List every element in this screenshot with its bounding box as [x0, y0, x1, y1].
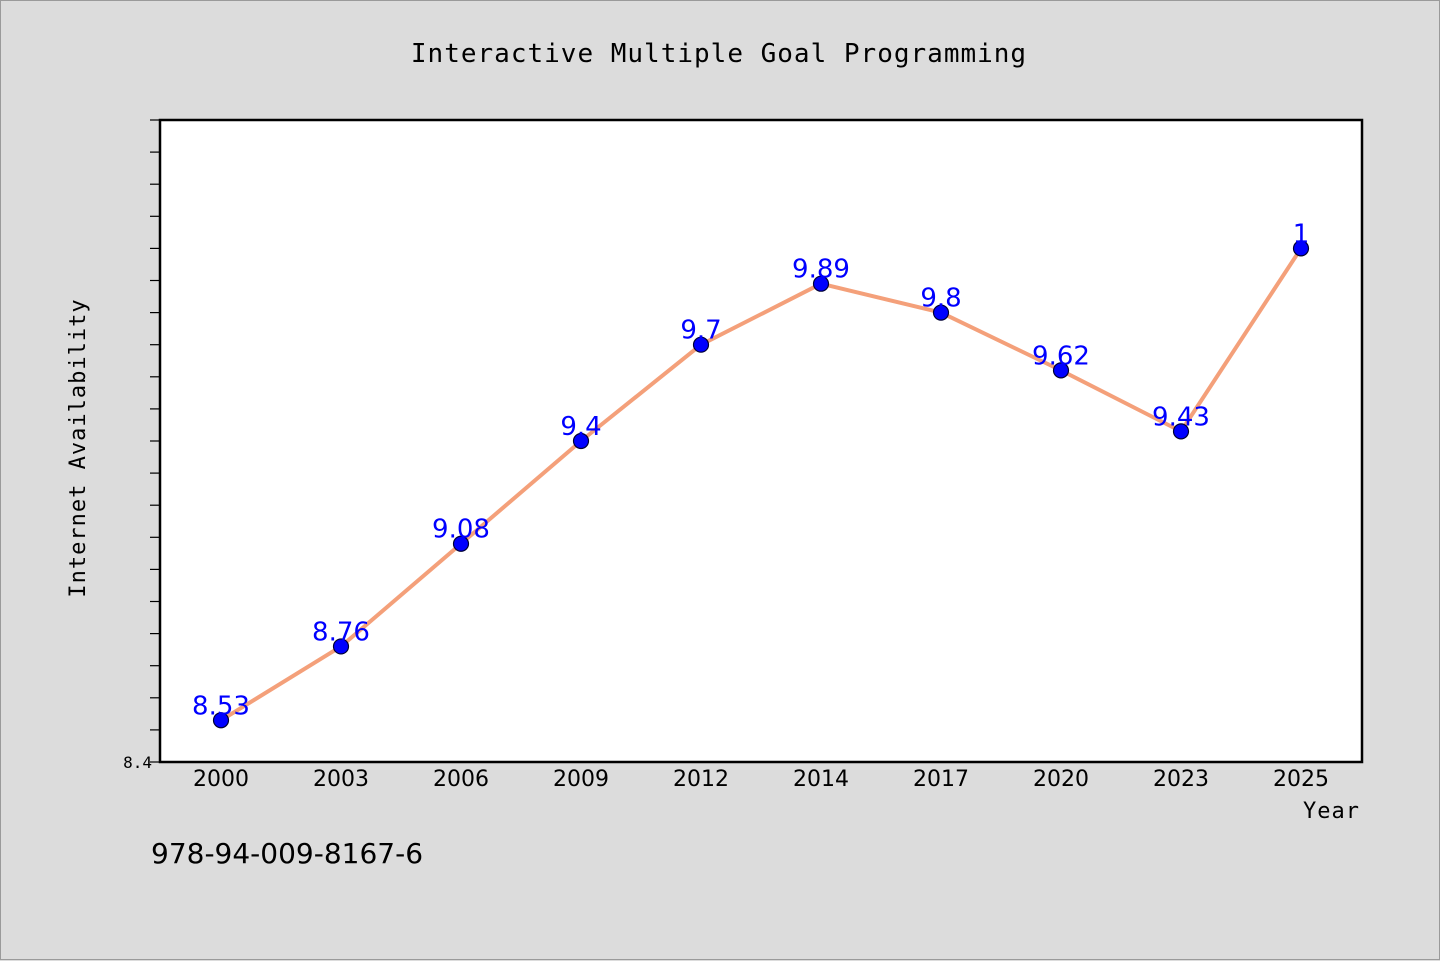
x-tick-label-2006: 2006 — [433, 767, 489, 792]
data-label-2025: 1 — [1293, 219, 1310, 249]
x-axis-label: Year — [1303, 799, 1360, 824]
data-label-2009: 9.4 — [560, 412, 601, 442]
y-axis-tick-labels: 8.4 — [123, 753, 152, 772]
y-tick-label-0: 8.4 — [123, 753, 152, 772]
data-point-2000 — [212, 712, 230, 729]
data-label-2003: 8.76 — [312, 617, 370, 647]
y-axis-ticks — [150, 119, 160, 763]
data-point-2023 — [1172, 423, 1190, 440]
x-axis-tick-labels: 2000 2003 2006 2009 2012 2014 2017 2020 2023 2025 — [193, 767, 1329, 792]
data-labels: 8.53 8.76 9.08 9.4 9.7 9.89 9.8 9.62 9.43 1 — [192, 219, 1309, 721]
x-tick-label-2014: 2014 — [793, 767, 849, 792]
data-label-2014: 9.89 — [792, 255, 850, 285]
chart-title: Interactive Multiple Goal Programming — [411, 39, 1027, 69]
data-label-2012: 9.7 — [680, 316, 721, 346]
data-point-2025 — [1292, 240, 1310, 257]
data-point-2014 — [812, 275, 830, 292]
x-tick-label-2012: 2012 — [673, 767, 729, 792]
data-label-2020: 9.62 — [1032, 341, 1090, 371]
data-point-2003 — [332, 638, 350, 655]
y-axis-label: Internet Availability — [66, 298, 91, 597]
data-point-2006 — [452, 535, 470, 552]
x-tick-label-2025: 2025 — [1273, 767, 1329, 792]
data-label-2023: 9.43 — [1152, 402, 1210, 432]
data-point-2017 — [932, 304, 950, 321]
series-markers — [212, 240, 1310, 729]
x-tick-label-2003: 2003 — [313, 767, 369, 792]
data-point-2012 — [692, 336, 710, 353]
data-point-2020 — [1052, 362, 1070, 379]
footer-code: 978-94-009-8167-6 — [151, 837, 423, 870]
data-label-2006: 9.08 — [432, 515, 490, 545]
x-tick-label-2017: 2017 — [913, 767, 969, 792]
x-tick-label-2023: 2023 — [1153, 767, 1209, 792]
x-tick-label-2020: 2020 — [1033, 767, 1089, 792]
series-line — [219, 246, 1303, 723]
x-tick-label-2000: 2000 — [193, 767, 249, 792]
data-point-2009 — [572, 432, 590, 450]
data-label-2000: 8.53 — [192, 691, 250, 721]
data-label-2017: 9.8 — [920, 284, 961, 314]
x-tick-label-2009: 2009 — [553, 767, 609, 792]
plot-area — [158, 118, 1364, 764]
